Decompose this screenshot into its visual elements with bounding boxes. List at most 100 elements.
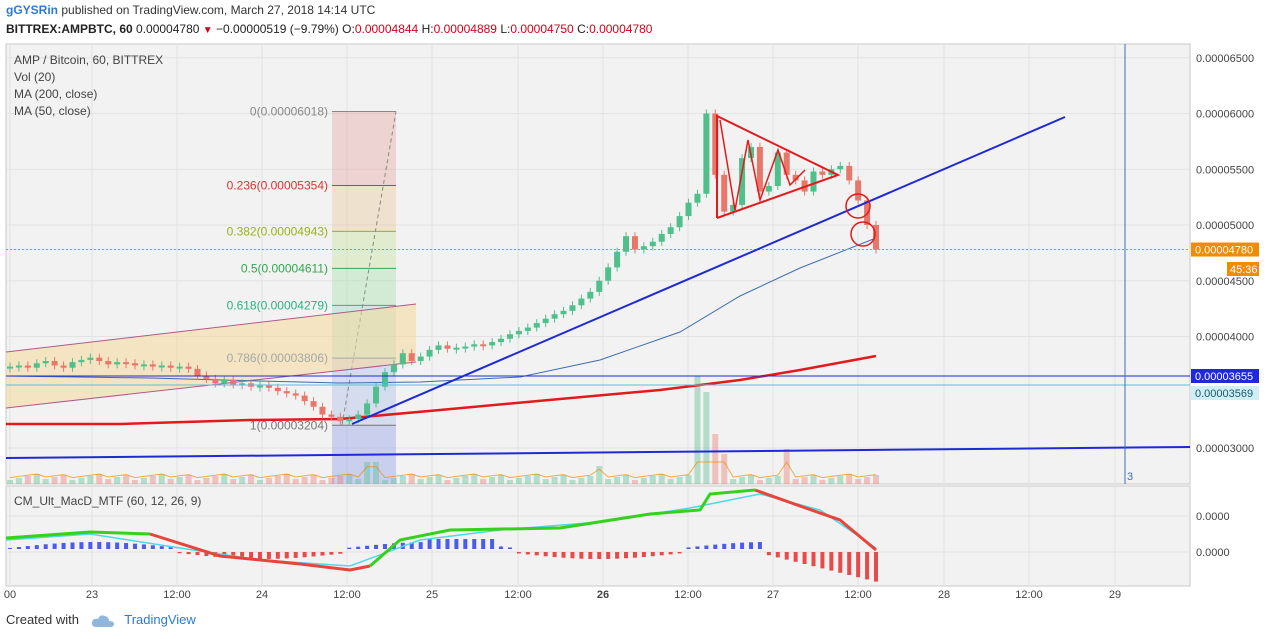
volume-bar — [748, 475, 755, 484]
macd-histogram-bar — [34, 545, 39, 549]
macd-histogram-bar — [588, 552, 593, 559]
volume-bar — [810, 475, 817, 484]
volume-bar — [471, 474, 478, 484]
candle-body — [158, 365, 165, 368]
macd-tick-label: 0.0000 — [1196, 547, 1230, 559]
candle-body — [667, 227, 674, 234]
volume-bar — [765, 478, 772, 484]
macd-histogram-bar — [757, 542, 762, 549]
volume-bar — [390, 478, 397, 484]
macd-histogram-bar — [534, 552, 539, 556]
time-tick-label: 12:00 — [504, 589, 532, 601]
candle-body — [498, 338, 505, 343]
candle-body — [364, 403, 371, 415]
volume-bar — [221, 474, 228, 484]
legend-macd[interactable]: CM_Ult_MacD_MTF (60, 12, 26, 9) — [14, 494, 202, 508]
macd-histogram-bar — [159, 546, 164, 549]
macd-histogram-bar — [124, 543, 129, 549]
candle-body — [453, 347, 460, 350]
candle-body — [569, 305, 576, 311]
candle-body — [730, 204, 737, 212]
macd-histogram-bar — [266, 552, 271, 559]
low-value: 0.00004750 — [510, 22, 574, 36]
time-tick-label: 29 — [1109, 589, 1121, 601]
macd-pane[interactable] — [5, 485, 1191, 587]
volume-bar — [435, 475, 442, 484]
candle-body — [140, 364, 147, 367]
candle-body — [390, 364, 397, 373]
candle-body — [346, 419, 353, 422]
volume-bar — [149, 476, 156, 484]
candle-body — [131, 363, 138, 366]
symbol-label: BITTREX:AMPBTC, 60 — [6, 22, 133, 36]
time-tick-label: 24 — [256, 589, 268, 601]
ohlc-bar: BITTREX:AMPBTC, 60 0.00004780 ▼ −0.00000… — [6, 22, 652, 36]
main-pane[interactable] — [5, 43, 1191, 485]
macd-histogram-bar — [25, 546, 30, 549]
macd-histogram-bar — [356, 546, 361, 549]
candle-body — [355, 414, 362, 420]
fib-level-label: 0.618(0.00004279) — [227, 298, 328, 312]
volume-bar — [587, 476, 594, 484]
candle-body — [855, 180, 862, 201]
legend-ma200[interactable]: MA (200, close) — [14, 87, 98, 101]
time-axis[interactable]: 00 23 12:00 24 12:00 25 12:00 26 12:00 27 12:00 28 1… — [4, 589, 1121, 601]
volume-bar — [292, 479, 299, 484]
macd-histogram-bar — [499, 546, 504, 549]
macd-histogram-bar — [847, 552, 852, 575]
volume-bar — [774, 476, 781, 484]
open-label: O: — [342, 22, 355, 36]
macd-indicator: 0.0000 0.0000 — [5, 488, 1230, 582]
volume-bar — [310, 475, 317, 484]
long-trend-line — [5, 446, 1191, 459]
legend-volume[interactable]: Vol (20) — [14, 70, 56, 84]
macd-histogram-bar — [409, 542, 414, 549]
publish-info: gGYSRin published on TradingView.com, Ma… — [6, 3, 375, 17]
fib-level-label: 1(0.00003204) — [250, 418, 328, 432]
volume-bar — [87, 476, 94, 484]
volume-bar — [328, 478, 335, 484]
candle-body — [203, 375, 210, 379]
volume-bar — [569, 480, 576, 484]
volume-bar — [837, 476, 844, 484]
candle-body — [292, 393, 299, 396]
price-change: −0.00000519 (−9.79%) — [216, 22, 339, 36]
candle-body — [33, 363, 40, 368]
candle-body — [703, 113, 710, 194]
fib-level-label: 0.5(0.00004611) — [241, 261, 328, 275]
volume-bar — [105, 479, 112, 484]
candle-body — [274, 387, 281, 392]
macd-histogram-bar — [79, 542, 84, 549]
volume-bar — [373, 462, 380, 484]
footer: Created with TradingView — [6, 612, 196, 628]
tradingview-brand-link[interactable]: TradingView — [124, 612, 196, 627]
price-axis[interactable]: 0.00006500 0.00006000 0.00005500 0.00005000… — [1191, 53, 1259, 455]
high-label: H: — [421, 22, 434, 36]
macd-histogram-bar — [874, 552, 878, 582]
candle-body — [640, 246, 647, 250]
legend-ma50[interactable]: MA (50, close) — [14, 104, 91, 118]
macd-tick-label: 0.0000 — [1196, 511, 1230, 523]
volume-bar — [542, 479, 549, 484]
volume-bar — [42, 479, 49, 484]
volume-bar — [399, 476, 406, 484]
level2-tag-bg — [1191, 386, 1259, 400]
candle-body — [515, 330, 522, 335]
time-tick-label: 12:00 — [1015, 589, 1043, 601]
candle-body — [149, 364, 156, 367]
macd-histogram-bar — [88, 542, 93, 549]
macd-histogram-bar — [302, 552, 307, 558]
level2-tag: 0.00003569 — [1195, 388, 1253, 400]
volume-bar — [524, 476, 531, 484]
candle-body — [721, 174, 728, 212]
volume-bar — [783, 449, 790, 484]
candle-body — [739, 158, 746, 205]
volume-bar — [78, 478, 85, 484]
candle-body — [774, 152, 781, 186]
author-name[interactable]: gGYSRin — [6, 3, 59, 17]
volume-bar — [631, 480, 638, 484]
chart-title[interactable]: AMP / Bitcoin, 60, BITTREX — [14, 53, 164, 67]
volume-bar — [24, 476, 31, 484]
macd-histogram-bar — [195, 552, 200, 556]
